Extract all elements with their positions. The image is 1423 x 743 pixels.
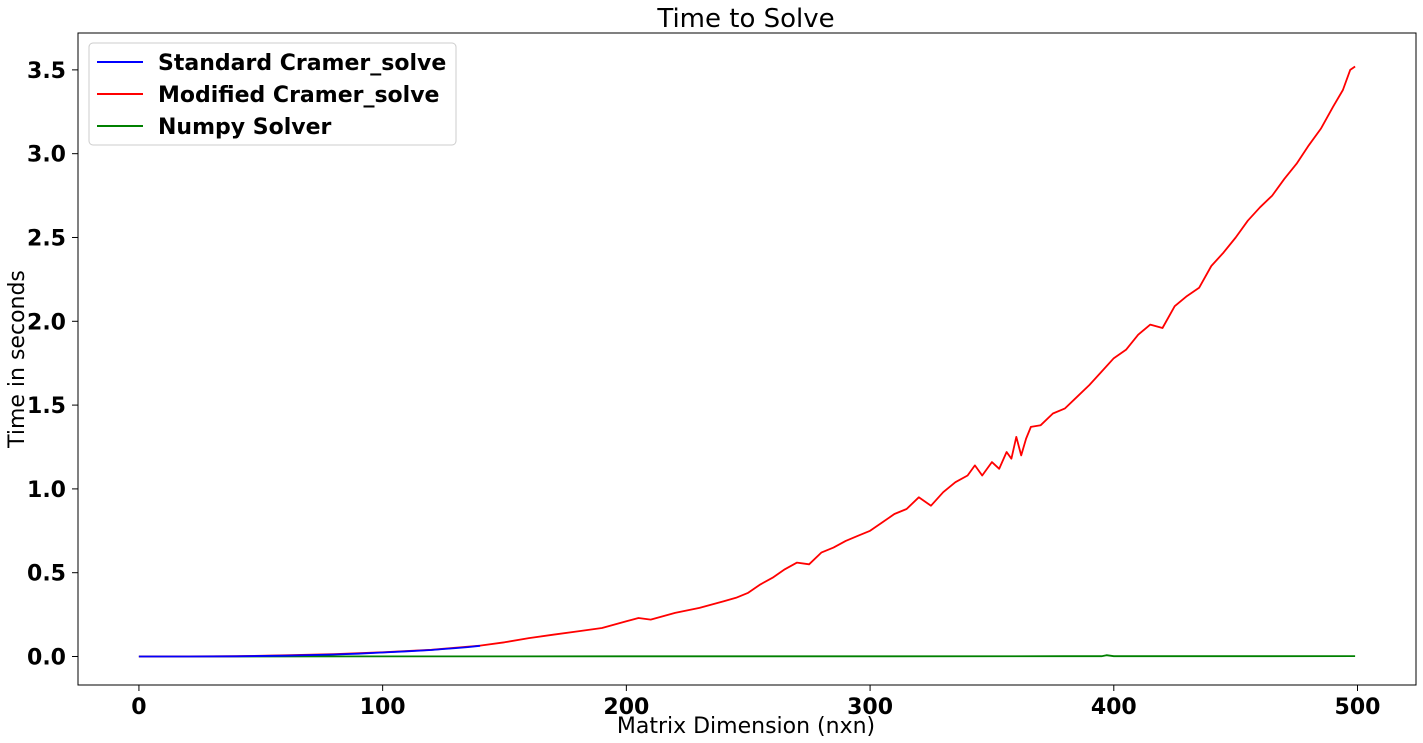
legend-label-standard-cramer-solve: Standard Cramer_solve: [158, 51, 446, 76]
y-axis-ticks: 0.0 0.5 1.0 1.5 2.0 2.5 3.0 3.5: [27, 59, 78, 671]
y-tick-label: 0.5: [27, 562, 66, 587]
x-tick-label: 100: [360, 695, 406, 720]
y-tick-label: 3.5: [27, 59, 66, 84]
series-layer: [138, 65, 1356, 658]
series-line-numpy-solver: [138, 654, 1356, 658]
legend-label-numpy-solver: Numpy Solver: [158, 115, 332, 140]
series-line-standard-cramer-solve: [138, 644, 481, 658]
y-tick-label: 0.0: [27, 646, 66, 671]
y-tick-label: 1.0: [27, 478, 66, 503]
y-tick-label: 2.0: [27, 310, 66, 335]
plot-frame: [77, 32, 1417, 686]
y-axis-label: Time in seconds: [5, 270, 30, 449]
x-tick-label: 0: [131, 695, 146, 720]
series-line-modified-cramer-solve: [138, 65, 1356, 658]
chart-title: Time to Solve: [656, 4, 834, 34]
x-tick-label: 400: [1091, 695, 1137, 720]
y-tick-label: 2.5: [27, 226, 66, 251]
y-tick-label: 3.0: [27, 143, 66, 168]
legend: Standard Cramer_solve Modified Cramer_sol…: [88, 42, 457, 146]
y-tick-label: 1.5: [27, 394, 66, 419]
x-axis-ticks: 0 100 200 300 400 500: [131, 685, 1380, 720]
x-tick-label: 200: [603, 695, 649, 720]
x-tick-label: 500: [1335, 695, 1381, 720]
x-tick-label: 300: [847, 695, 893, 720]
x-axis-label: Matrix Dimension (nxn): [617, 714, 875, 739]
legend-label-modified-cramer-solve: Modified Cramer_solve: [158, 83, 439, 108]
plot-area: [77, 32, 1417, 686]
legend-box: [88, 42, 457, 146]
